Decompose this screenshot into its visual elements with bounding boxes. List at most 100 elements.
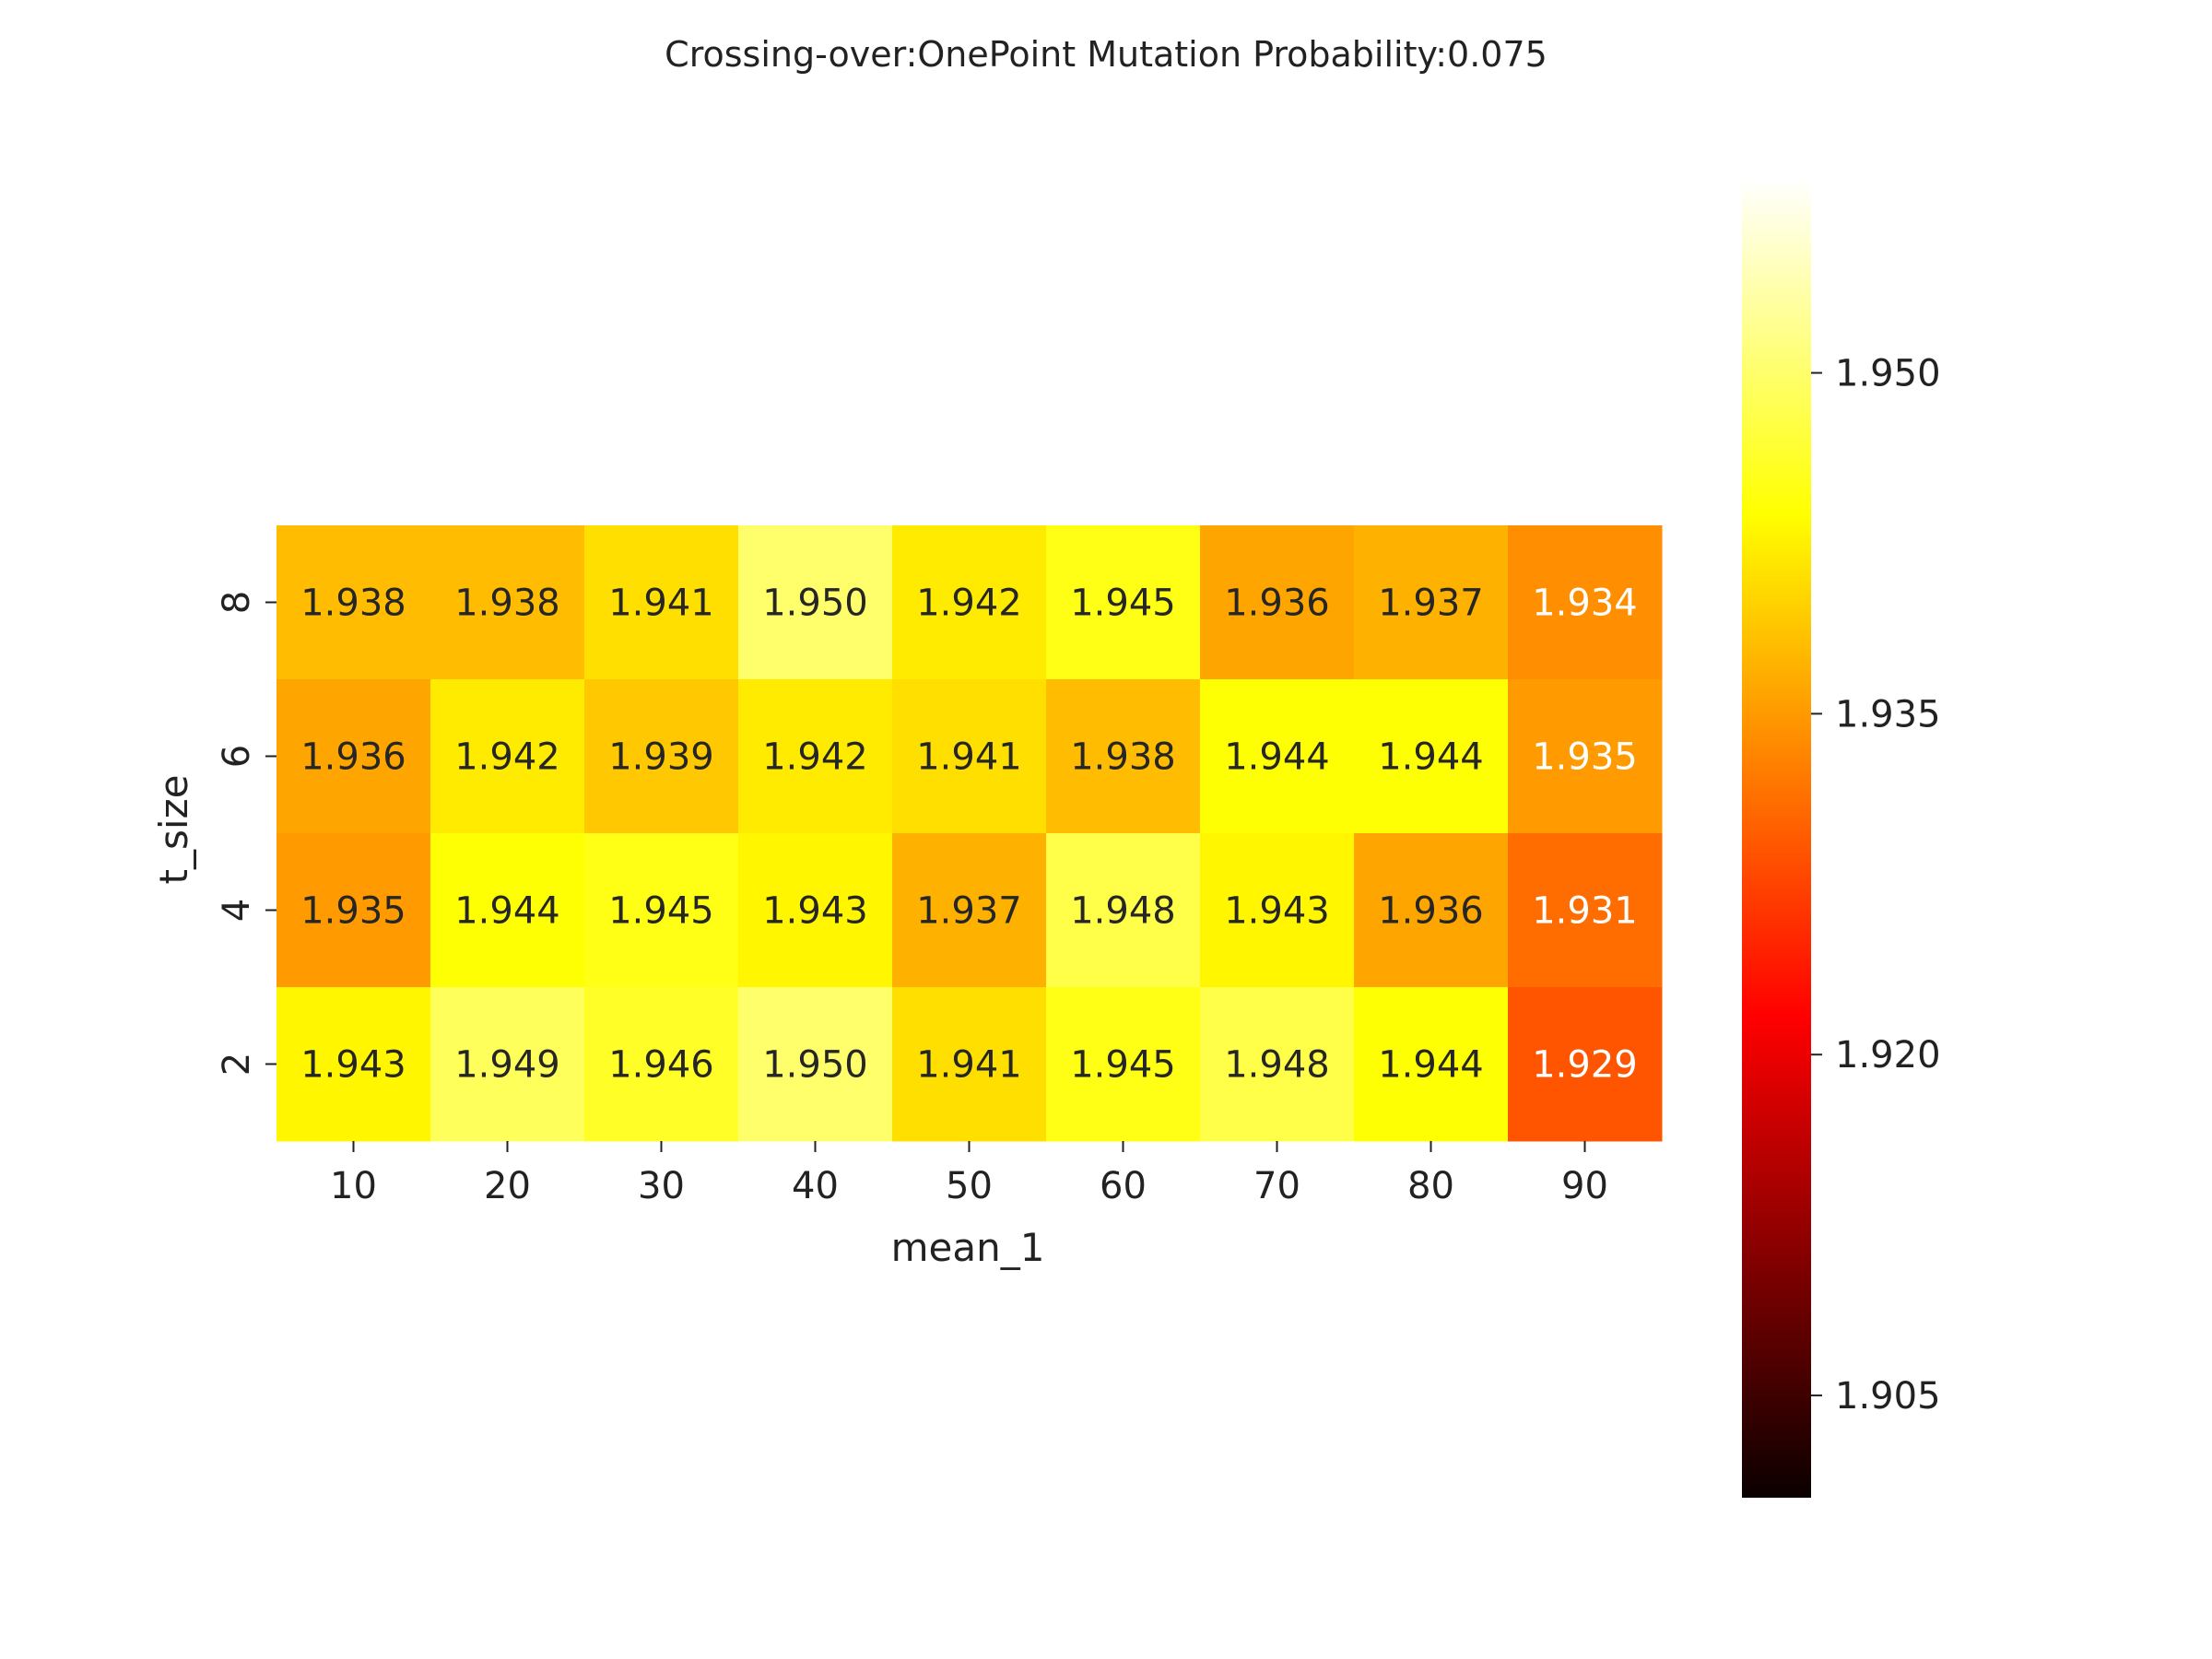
cell-value-label: 1.938: [1070, 736, 1176, 779]
cell-value-label: 1.944: [1378, 1044, 1484, 1087]
heatmap-cell: [276, 833, 431, 988]
cell-value-label: 1.945: [1070, 1044, 1176, 1087]
y-axis-ticks: 8 6 4 2: [216, 591, 276, 1076]
x-tick-label: 90: [1561, 1165, 1608, 1207]
heatmap-cell: [276, 987, 431, 1142]
cell-value-label: 1.938: [454, 582, 560, 625]
cell-value-label: 1.936: [300, 736, 406, 779]
cell-value-label: 1.942: [762, 736, 868, 779]
heatmap-cell-labels: 1.938 1.938 1.941 1.950 1.942 1.945 1.936 1.937…: [300, 582, 1638, 1087]
heatmap-cell: [430, 987, 585, 1142]
cell-value-label: 1.949: [454, 1044, 560, 1087]
colorbar: [1742, 180, 1811, 1498]
heatmap-cell: [1354, 987, 1509, 1142]
cell-value-label: 1.948: [1224, 1044, 1330, 1087]
cell-value-label: 1.944: [1378, 736, 1484, 779]
cell-value-label: 1.935: [300, 890, 406, 933]
cell-value-label: 1.945: [1070, 582, 1176, 625]
heatmap-cell: [892, 833, 1047, 988]
cell-value-label: 1.943: [300, 1044, 406, 1087]
y-axis-label: t_size: [151, 775, 196, 885]
heatmap-cell: [584, 987, 739, 1142]
cell-value-label: 1.944: [1224, 736, 1330, 779]
cell-value-label: 1.938: [300, 582, 406, 625]
cell-value-label: 1.937: [1378, 582, 1484, 625]
heatmap-cell: [276, 525, 431, 680]
heatmap-cell: [584, 525, 739, 680]
cell-value-label: 1.941: [608, 582, 714, 625]
x-tick-label: 70: [1253, 1165, 1300, 1207]
heatmap-cell: [892, 679, 1047, 834]
x-tick-label: 10: [330, 1165, 377, 1207]
heatmap-cell: [1508, 833, 1663, 988]
cell-value-label: 1.946: [608, 1044, 714, 1087]
cell-value-label: 1.939: [608, 736, 714, 779]
colorbar-tick-label: 1.950: [1835, 353, 1941, 395]
chart-title: Crossing-over:OnePoint Mutation Probabil…: [665, 34, 1547, 75]
heatmap-cell: [1354, 679, 1509, 834]
colorbar-tick-label: 1.905: [1835, 1375, 1941, 1418]
cell-value-label: 1.944: [454, 890, 560, 933]
heatmap-cell: [738, 525, 893, 680]
cell-value-label: 1.945: [608, 890, 714, 933]
cell-value-label: 1.936: [1224, 582, 1330, 625]
x-tick-label: 40: [792, 1165, 839, 1207]
y-tick-label: 4: [216, 899, 258, 922]
heatmap-cell: [1508, 525, 1663, 680]
cell-value-label: 1.934: [1532, 582, 1638, 625]
x-tick-label: 30: [638, 1165, 685, 1207]
heatmap-cell: [584, 833, 739, 988]
heatmap-cell: [430, 679, 585, 834]
cell-value-label: 1.941: [916, 736, 1022, 779]
cell-value-label: 1.935: [1532, 736, 1638, 779]
cell-value-label: 1.950: [762, 582, 868, 625]
heatmap-cell: [1046, 987, 1201, 1142]
heatmap-cells: [276, 525, 1663, 1142]
cell-value-label: 1.943: [762, 890, 868, 933]
cell-value-label: 1.942: [454, 736, 560, 779]
heatmap-cell: [892, 525, 1047, 680]
heatmap-cell: [1046, 833, 1201, 988]
heatmap-cell: [1354, 833, 1509, 988]
x-axis-label: mean_1: [891, 1225, 1045, 1270]
cell-value-label: 1.943: [1224, 890, 1330, 933]
cell-value-label: 1.937: [916, 890, 1022, 933]
y-tick-label: 6: [216, 745, 258, 768]
cell-value-label: 1.936: [1378, 890, 1484, 933]
heatmap-cell: [276, 679, 431, 834]
y-tick-label: 8: [216, 591, 258, 614]
y-tick-label: 2: [216, 1053, 258, 1076]
heatmap-cell: [738, 987, 893, 1142]
cell-value-label: 1.950: [762, 1044, 868, 1087]
colorbar-tick-label: 1.935: [1835, 693, 1941, 735]
heatmap-cell: [738, 833, 893, 988]
x-axis-ticks: 10 20 30 40 50 60 70 80 90: [330, 1141, 1608, 1207]
heatmap-cell: [430, 833, 585, 988]
heatmap-cell: [892, 987, 1047, 1142]
cell-value-label: 1.941: [916, 1044, 1022, 1087]
heatmap-cell: [1508, 679, 1663, 834]
x-tick-label: 80: [1407, 1165, 1454, 1207]
heatmap-cell: [1200, 525, 1355, 680]
heatmap-cell: [1200, 987, 1355, 1142]
colorbar-tick-label: 1.920: [1835, 1034, 1941, 1077]
x-tick-label: 60: [1100, 1165, 1147, 1207]
x-tick-label: 50: [946, 1165, 993, 1207]
cell-value-label: 1.929: [1532, 1044, 1638, 1087]
heatmap-cell: [1200, 833, 1355, 988]
heatmap-cell: [1354, 525, 1509, 680]
heatmap-cell: [1046, 679, 1201, 834]
colorbar-ticks: 1.905 1.920 1.935 1.950: [1811, 353, 1941, 1418]
heatmap-cell: [1508, 987, 1663, 1142]
cell-value-label: 1.948: [1070, 890, 1176, 933]
cell-value-label: 1.942: [916, 582, 1022, 625]
heatmap-cell: [1046, 525, 1201, 680]
heatmap-cell: [584, 679, 739, 834]
heatmap-cell: [738, 679, 893, 834]
heatmap-cell: [430, 525, 585, 680]
cell-value-label: 1.931: [1532, 890, 1638, 933]
x-tick-label: 20: [484, 1165, 531, 1207]
heatmap-cell: [1200, 679, 1355, 834]
